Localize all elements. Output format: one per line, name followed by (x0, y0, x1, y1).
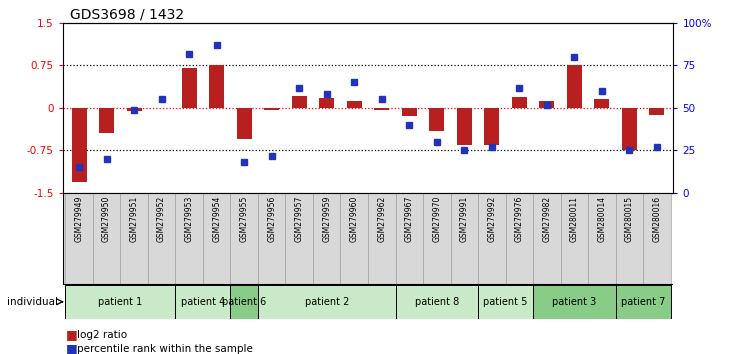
Text: GSM279950: GSM279950 (102, 196, 111, 242)
Bar (175, 285, 230, 319)
Bar (539, 101, 554, 108)
Text: GSM279953: GSM279953 (185, 196, 194, 242)
Text: GSM279951: GSM279951 (130, 196, 138, 242)
Bar (93, 193, 121, 285)
Text: GSM280011: GSM280011 (570, 196, 579, 242)
Text: GDS3698 / 1432: GDS3698 / 1432 (70, 7, 184, 21)
Bar (127, 108, 141, 111)
Text: GSM279956: GSM279956 (267, 196, 276, 242)
Bar (341, 193, 368, 285)
Text: log2 ratio: log2 ratio (77, 330, 127, 339)
Bar (264, 108, 279, 110)
Text: GSM279957: GSM279957 (294, 196, 304, 242)
Text: GSM280015: GSM280015 (625, 196, 634, 242)
Bar (506, 193, 533, 285)
Bar (457, 108, 472, 145)
Text: GSM279976: GSM279976 (515, 196, 524, 242)
Text: patient 5: patient 5 (484, 297, 528, 307)
Bar (478, 285, 533, 319)
Text: patient 2: patient 2 (305, 297, 349, 307)
Bar (319, 98, 334, 108)
Bar (622, 108, 637, 150)
Bar (429, 108, 445, 131)
Bar (175, 193, 203, 285)
Bar (395, 193, 423, 285)
Text: GSM279949: GSM279949 (74, 196, 84, 242)
Bar (649, 108, 665, 115)
Bar (258, 285, 395, 319)
Bar (182, 68, 197, 108)
Text: GSM279954: GSM279954 (212, 196, 221, 242)
Bar (313, 193, 341, 285)
Bar (291, 96, 307, 108)
Text: percentile rank within the sample: percentile rank within the sample (77, 344, 253, 354)
Bar (533, 285, 615, 319)
Bar (478, 193, 506, 285)
Bar (230, 193, 258, 285)
Text: ■: ■ (66, 342, 78, 354)
Text: individual: individual (7, 297, 58, 307)
Bar (595, 99, 609, 108)
Bar (374, 108, 389, 110)
Text: patient 4: patient 4 (181, 297, 225, 307)
Bar (148, 193, 175, 285)
Text: patient 7: patient 7 (621, 297, 665, 307)
Bar (615, 193, 643, 285)
Bar (286, 193, 313, 285)
Text: GSM279959: GSM279959 (322, 196, 331, 242)
Text: GSM279955: GSM279955 (240, 196, 249, 242)
Text: GSM279962: GSM279962 (378, 196, 386, 242)
Bar (209, 65, 224, 108)
Bar (615, 285, 670, 319)
Bar (258, 193, 286, 285)
Text: GSM280016: GSM280016 (652, 196, 662, 242)
Bar (203, 193, 230, 285)
Text: GSM279960: GSM279960 (350, 196, 358, 242)
Bar (368, 193, 395, 285)
Text: patient 1: patient 1 (98, 297, 143, 307)
Bar (450, 193, 478, 285)
Bar (561, 193, 588, 285)
Bar (567, 65, 582, 108)
Text: ■: ■ (66, 328, 78, 341)
Text: GSM279982: GSM279982 (542, 196, 551, 242)
Bar (230, 285, 258, 319)
Bar (484, 108, 500, 145)
Text: patient 3: patient 3 (552, 297, 596, 307)
Bar (533, 193, 561, 285)
Bar (121, 193, 148, 285)
Bar (423, 193, 450, 285)
Bar (347, 101, 362, 108)
Text: GSM279967: GSM279967 (405, 196, 414, 242)
Bar (71, 108, 87, 182)
Text: GSM279992: GSM279992 (487, 196, 496, 242)
Bar (66, 193, 93, 285)
Text: patient 6: patient 6 (222, 297, 266, 307)
Bar (99, 108, 114, 133)
Bar (643, 193, 670, 285)
Bar (395, 285, 478, 319)
Bar (66, 285, 175, 319)
Bar (236, 108, 252, 139)
Text: patient 8: patient 8 (414, 297, 459, 307)
Text: GSM279991: GSM279991 (460, 196, 469, 242)
Bar (402, 108, 417, 116)
Bar (588, 193, 615, 285)
Text: GSM279952: GSM279952 (157, 196, 166, 242)
Text: GSM279970: GSM279970 (432, 196, 442, 242)
Bar (512, 97, 527, 108)
Text: GSM280014: GSM280014 (598, 196, 606, 242)
